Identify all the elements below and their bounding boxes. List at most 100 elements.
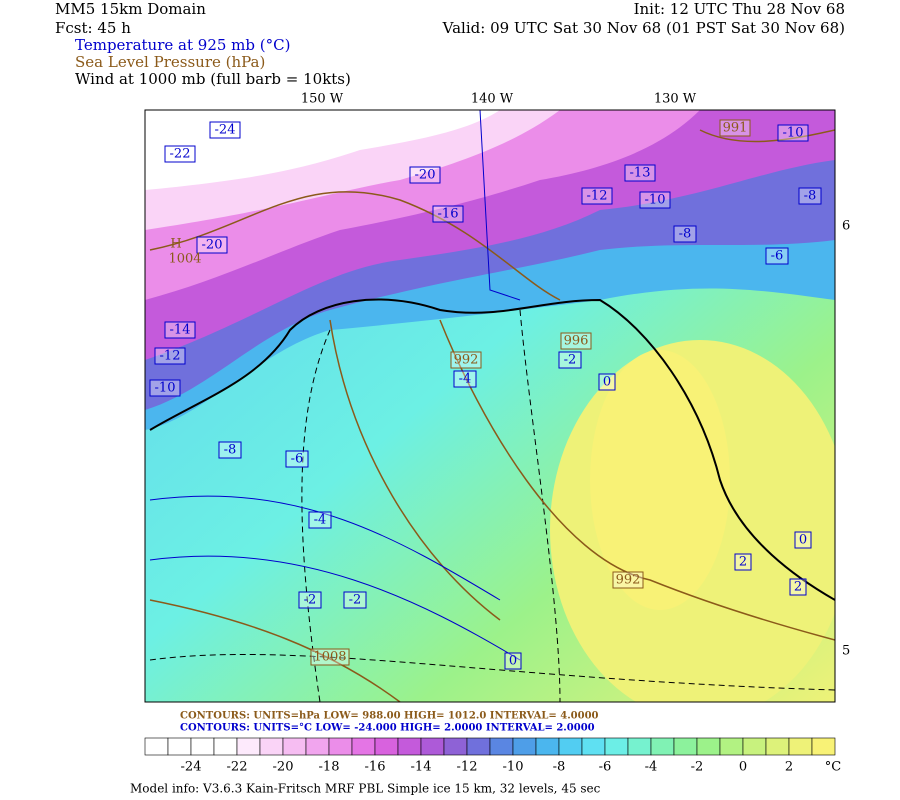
colorbar-label: -22 — [227, 760, 248, 775]
temperature-label: -2 — [349, 593, 362, 608]
colorbar-swatch — [167, 737, 192, 756]
temperature-label-box — [285, 450, 309, 468]
colorbar-label: °C — [825, 760, 842, 775]
temperature-label-box — [308, 511, 332, 529]
colorbar-swatch — [213, 737, 238, 756]
footer: Model info: V3.6.3 Kain-Fritsch MRF PBL … — [130, 782, 601, 796]
colorbar-swatch — [535, 737, 560, 756]
colorbar-label: -6 — [599, 760, 612, 775]
map-frame — [144, 109, 836, 703]
pressure-label-box — [612, 571, 644, 589]
temperature-label: -16 — [438, 207, 459, 222]
temperature-label-box — [624, 164, 656, 182]
colorbar-swatch — [144, 737, 169, 756]
field-name: Wind at 1000 mb (full barb = 10kts) — [75, 70, 351, 88]
temperature-label: -10 — [783, 126, 804, 141]
temperature-label: -6 — [771, 249, 784, 264]
temperature-label-box — [164, 321, 196, 339]
temperature-label-box — [432, 205, 464, 223]
colorbar-label: -12 — [457, 760, 478, 775]
temperature-label: 0 — [603, 375, 611, 390]
colorbar-swatch — [719, 737, 744, 756]
colorbar-swatch — [466, 737, 491, 756]
colorbar-swatch — [788, 737, 813, 756]
colorbar-swatch — [282, 737, 307, 756]
colorbar-swatch — [811, 737, 836, 756]
temperature-label-box — [581, 187, 613, 205]
colorbar-swatch — [696, 737, 721, 756]
temperature-label: -20 — [202, 238, 223, 253]
temperature-label: -22 — [170, 147, 191, 162]
pressure-label: 1008 — [313, 650, 346, 665]
colorbar-swatch — [765, 737, 790, 756]
temperature-label: -10 — [155, 381, 176, 396]
pressure-label-box — [560, 332, 592, 350]
temperature-label: -14 — [170, 323, 191, 338]
pressure-label: 991 — [723, 121, 748, 136]
contour-info: CONTOURS: UNITS=°C LOW= -24.000 HIGH= 2.… — [180, 723, 595, 734]
header-left: Fcst: 45 h — [55, 19, 131, 37]
temperature-label-box — [453, 370, 477, 388]
colorbar-label: -18 — [319, 760, 340, 775]
colorbar-label: -24 — [181, 760, 202, 775]
lon-label: 140 W — [471, 92, 514, 107]
temperature-label: -24 — [215, 123, 236, 138]
temperature-label-box — [598, 373, 616, 391]
temperature-label: 0 — [509, 654, 517, 669]
colorbar-swatch — [259, 737, 284, 756]
pressure-label: 992 — [454, 353, 479, 368]
temperature-label-box — [734, 553, 752, 571]
temperature-label-box — [218, 441, 242, 459]
temperature-label: -8 — [679, 227, 692, 242]
pressure-label-box — [450, 351, 482, 369]
temperature-label-box — [154, 347, 186, 365]
header-left: MM5 15km Domain — [55, 0, 206, 18]
temperature-label: -8 — [224, 443, 237, 458]
colorbar-swatch — [627, 737, 652, 756]
temperature-label-box — [777, 124, 809, 142]
colorbar-swatch — [604, 737, 629, 756]
field-name: Temperature at 925 mb (°C) — [75, 36, 290, 54]
map-field — [145, 110, 835, 702]
colorbar-swatch — [581, 737, 606, 756]
pressure-label: 996 — [564, 334, 589, 349]
temperature-label: -6 — [291, 452, 304, 467]
lat-label: 5 — [842, 644, 850, 659]
lon-label: 150 W — [301, 92, 344, 107]
colorbar-label: -14 — [411, 760, 432, 775]
temperature-label: 2 — [794, 580, 802, 595]
temperature-label: -10 — [645, 193, 666, 208]
colorbar-swatch — [190, 737, 215, 756]
colorbar-swatch — [328, 737, 353, 756]
temperature-label-box — [765, 247, 789, 265]
temperature-label-box — [789, 578, 807, 596]
temperature-label: -12 — [587, 189, 608, 204]
temperature-label-box — [504, 652, 522, 670]
header-right: Init: 12 UTC Thu 28 Nov 68 — [634, 0, 845, 18]
temperature-label: -20 — [415, 168, 436, 183]
lon-label: 130 W — [654, 92, 697, 107]
colorbar-swatch — [351, 737, 376, 756]
temperature-label-box — [794, 531, 812, 549]
colorbar-swatch — [397, 737, 422, 756]
field-name: Sea Level Pressure (hPa) — [75, 53, 265, 71]
colorbar-swatch — [420, 737, 445, 756]
temperature-label: 2 — [739, 555, 747, 570]
temperature-label: -4 — [459, 372, 472, 387]
colorbar-swatch — [489, 737, 514, 756]
colorbar-swatch — [374, 737, 399, 756]
colorbar-label: 2 — [785, 760, 793, 775]
pressure-label-box — [310, 648, 350, 666]
colorbar-swatch — [443, 737, 468, 756]
temperature-label-box — [343, 591, 367, 609]
temperature-label-box — [798, 187, 822, 205]
lat-label: 6 — [842, 219, 850, 234]
colorbar-swatch — [650, 737, 675, 756]
temperature-label: -12 — [160, 349, 181, 364]
temperature-label: -8 — [804, 189, 817, 204]
colorbar-label: -10 — [503, 760, 524, 775]
pressure-label: 992 — [616, 573, 641, 588]
colorbar-swatch — [673, 737, 698, 756]
pressure-label: H — [170, 237, 181, 252]
